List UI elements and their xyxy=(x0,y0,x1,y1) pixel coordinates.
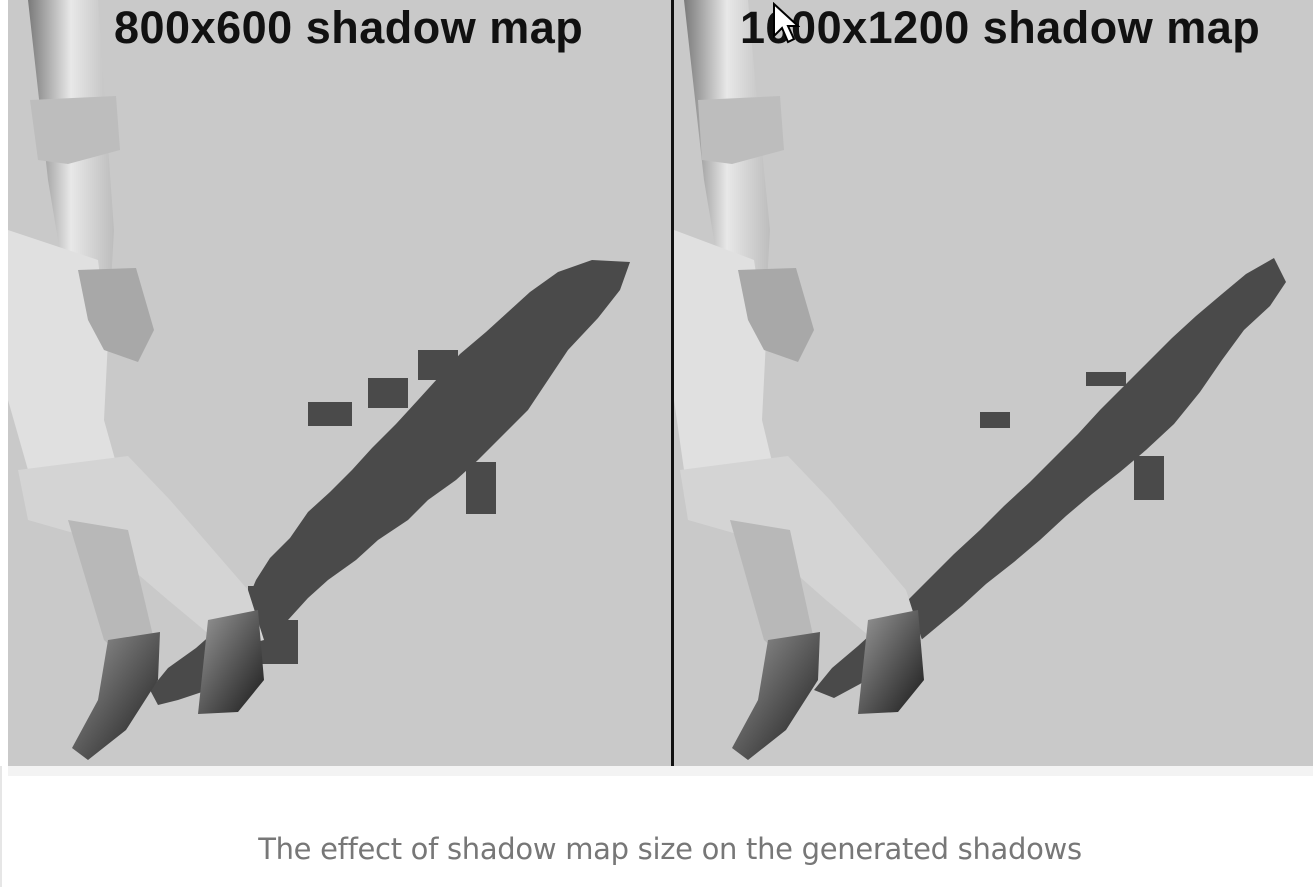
figure-caption: The effect of shadow map size on the gen… xyxy=(258,832,1082,866)
panel-low-res: 800x600 shadow map xyxy=(8,0,671,766)
mouse-cursor-icon xyxy=(773,2,800,44)
mannequin-figure xyxy=(674,0,924,760)
high-res-render xyxy=(674,0,1286,760)
page-left-edge xyxy=(0,766,2,887)
detailed-shadow xyxy=(814,258,1286,698)
mannequin-figure xyxy=(8,0,264,760)
panel-label-high-res: 1600x1200 shadow map xyxy=(740,2,1261,53)
shadow-map-comparison-figure: 800x600 shadow map xyxy=(8,0,1313,766)
panel-high-res: 1600x1200 shadow map xyxy=(674,0,1313,766)
figure-bottom-border xyxy=(8,766,1313,776)
low-res-render xyxy=(8,0,630,760)
blocky-shadow xyxy=(150,260,630,705)
panel-label-low-res: 800x600 shadow map xyxy=(114,2,584,53)
panel-divider xyxy=(671,0,674,766)
